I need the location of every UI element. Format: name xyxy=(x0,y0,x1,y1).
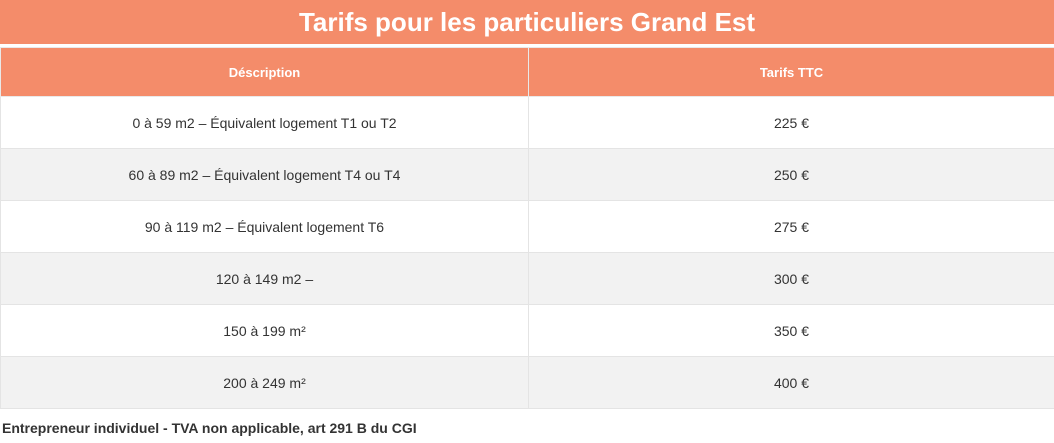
table-row: 0 à 59 m2 – Équivalent logement T1 ou T2… xyxy=(0,96,1054,149)
table-row: 150 à 199 m² 350 € xyxy=(0,304,1054,357)
legal-footnote: Entrepreneur individuel - TVA non applic… xyxy=(2,420,417,436)
row-price: 400 € xyxy=(528,356,1054,409)
row-description: 60 à 89 m2 – Équivalent logement T4 ou T… xyxy=(0,148,529,201)
row-description: 0 à 59 m2 – Équivalent logement T1 ou T2 xyxy=(0,96,529,149)
row-price: 275 € xyxy=(528,200,1054,253)
column-header-price: Tarifs TTC xyxy=(528,47,1054,97)
table-row: 120 à 149 m2 – 300 € xyxy=(0,252,1054,305)
table-row: 60 à 89 m2 – Équivalent logement T4 ou T… xyxy=(0,148,1054,201)
row-price: 225 € xyxy=(528,96,1054,149)
row-description: 200 à 249 m² xyxy=(0,356,529,409)
column-header-description: Déscription xyxy=(0,47,529,97)
table-header-row: Déscription Tarifs TTC xyxy=(0,47,1054,97)
row-description: 150 à 199 m² xyxy=(0,304,529,357)
page-title: Tarifs pour les particuliers Grand Est xyxy=(0,0,1054,44)
row-description: 90 à 119 m2 – Équivalent logement T6 xyxy=(0,200,529,253)
pricing-table: Déscription Tarifs TTC 0 à 59 m2 – Équiv… xyxy=(0,47,1054,409)
row-description: 120 à 149 m2 – xyxy=(0,252,529,305)
row-price: 250 € xyxy=(528,148,1054,201)
table-row: 90 à 119 m2 – Équivalent logement T6 275… xyxy=(0,200,1054,253)
table-row: 200 à 249 m² 400 € xyxy=(0,356,1054,409)
row-price: 350 € xyxy=(528,304,1054,357)
row-price: 300 € xyxy=(528,252,1054,305)
